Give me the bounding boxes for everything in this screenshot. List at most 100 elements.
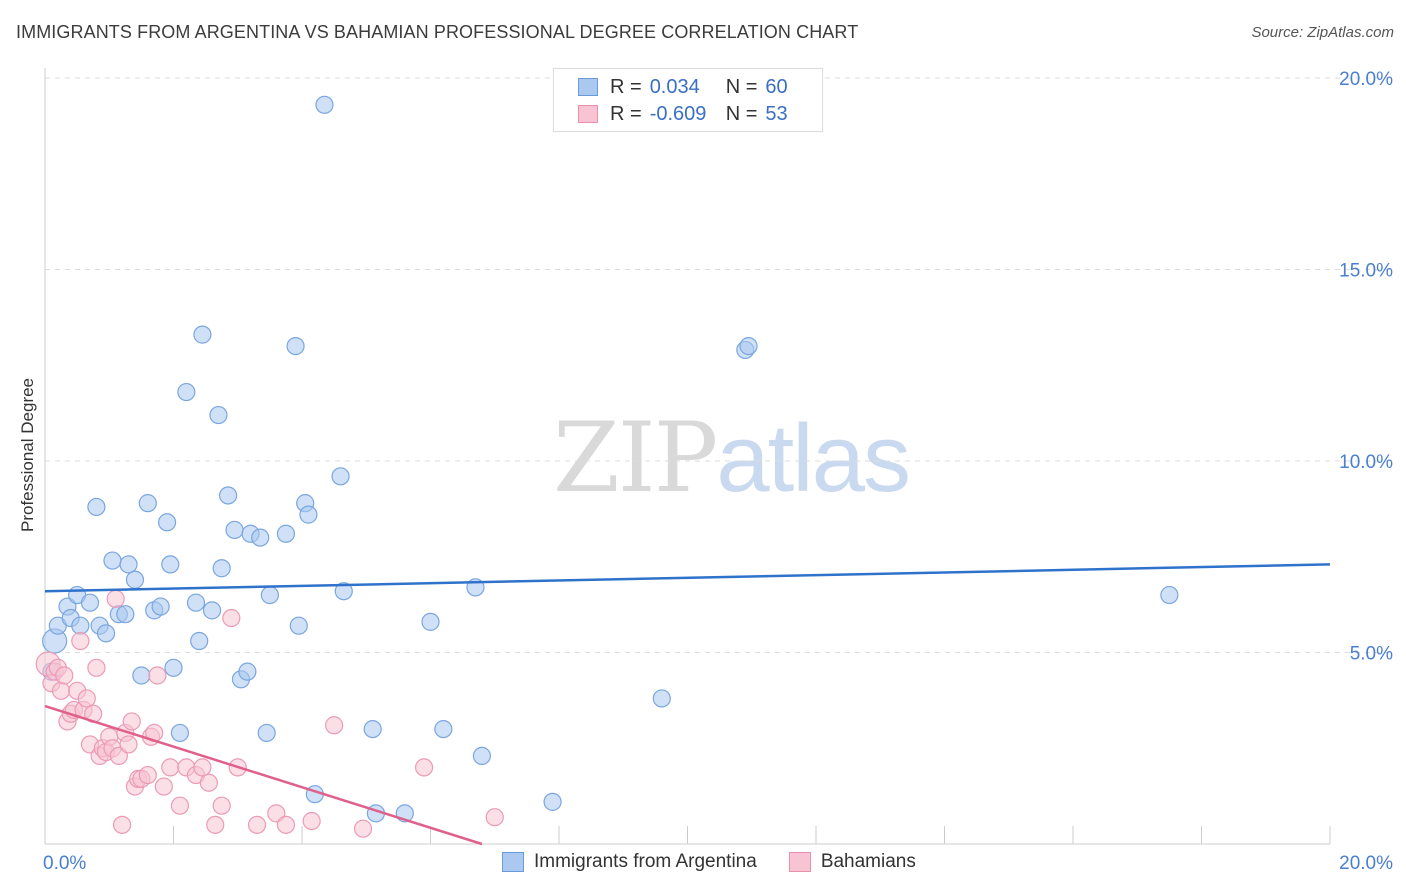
argentina-point[interactable] [238,662,257,681]
argentina-point[interactable] [80,593,100,612]
bahamians-point[interactable] [138,765,157,785]
argentina-point[interactable] [170,723,190,743]
argentina-point[interactable] [209,405,228,425]
bahamians-point[interactable] [170,796,190,815]
bahamians-point[interactable] [212,796,231,815]
argentina-point[interactable] [119,555,138,574]
bahamians-point[interactable] [119,735,138,754]
argentina-point[interactable] [434,719,453,739]
argentina-point[interactable] [71,616,90,635]
bahamians-point[interactable] [485,808,504,827]
legend-row-argentina: R = 0.034 N = 60 [578,74,788,100]
argentina-point[interactable] [157,513,177,532]
argentina-point[interactable] [543,792,562,811]
bahamians-point[interactable] [414,758,434,777]
watermark: ZIPatlas [553,402,911,514]
source-credit: Source: ZipAtlas.com [1251,24,1394,41]
data-points [35,95,1179,838]
y-tick-label: 5.0% [1350,644,1393,665]
bahamians-point[interactable] [106,589,125,608]
legend-r-value: 0.034 [649,75,700,98]
argentina-point[interactable] [1160,585,1179,605]
argentina-point[interactable] [331,467,350,486]
y-axis-label: Professional Degree [18,377,37,533]
y-tick-label: 15.0% [1339,261,1393,282]
argentina-point[interactable] [260,585,279,605]
legend-r-label: R = [610,75,642,98]
argentina-point[interactable] [116,605,135,624]
bahamians-point[interactable] [302,811,321,831]
argentina-point[interactable] [421,612,440,631]
legend-r-value: -0.609 [649,102,707,125]
bahamians-point[interactable] [77,689,96,708]
bahamians-point[interactable] [71,631,90,651]
argentina-point[interactable] [334,582,353,601]
bahamians-point[interactable] [55,666,74,685]
legend-row-bahamians: R = -0.609 N = 53 [578,101,788,127]
argentina-point[interactable] [289,616,308,635]
bahamians-point[interactable] [353,819,373,838]
argentina-point[interactable] [315,95,334,114]
argentina-point[interactable] [251,528,270,547]
argentina-point[interactable] [739,337,758,356]
trend-lines [44,563,1331,846]
series-legend-bahamians[interactable]: Bahamians [788,851,916,873]
bahamians-point[interactable] [199,773,218,792]
argentina-trend-line [44,563,1331,593]
argentina-point[interactable] [138,494,157,513]
watermark-zip: ZIP [553,402,718,514]
bahamians-point[interactable] [161,758,180,777]
argentina-point[interactable] [299,505,318,524]
argentina-point[interactable] [164,658,183,677]
argentina-point[interactable] [276,524,296,543]
bahamians-point[interactable] [87,658,106,677]
bahamians-point[interactable] [222,608,241,628]
argentina-point[interactable] [132,666,151,685]
bahamians-point[interactable] [154,777,173,796]
argentina-point[interactable] [87,497,106,517]
argentina-point[interactable] [202,601,222,620]
argentina-point[interactable] [186,593,206,612]
argentina-point[interactable] [472,746,491,766]
argentina-point[interactable] [177,382,196,402]
legend-n-value: 60 [765,75,788,98]
legend-swatch-argentina [578,78,598,96]
bahamians-point[interactable] [193,758,212,777]
axes [44,68,1331,845]
series-label-argentina: Immigrants from Argentina [534,851,757,872]
argentina-point[interactable] [161,555,180,574]
series-swatch-bahamians [788,852,811,872]
argentina-point[interactable] [212,559,231,578]
argentina-point[interactable] [96,624,116,643]
argentina-point[interactable] [219,486,238,505]
argentina-point[interactable] [652,689,671,708]
bahamians-point[interactable] [51,681,71,700]
bahamians-point[interactable] [148,666,167,685]
bahamians-point[interactable] [122,712,141,731]
argentina-point[interactable] [257,723,276,743]
bahamians-point[interactable] [276,815,296,834]
bahamians-point[interactable] [247,815,267,834]
chart-title: IMMIGRANTS FROM ARGENTINA VS BAHAMIAN PR… [16,22,859,42]
argentina-point[interactable] [151,597,170,616]
argentina-point[interactable] [363,719,382,739]
argentina-point[interactable] [103,551,122,570]
argentina-point[interactable] [225,520,244,540]
x-tick-label: 0.0% [43,853,86,874]
argentina-point[interactable] [190,631,209,651]
bahamians-trend-line [44,704,483,846]
bahamians-point[interactable] [206,815,225,834]
series-legend: Immigrants from Argentina Bahamians [502,851,948,873]
bahamians-point[interactable] [325,716,344,735]
series-label-bahamians: Bahamians [820,851,916,872]
y-tick-label: 20.0% [1339,69,1393,90]
argentina-point[interactable] [193,325,212,344]
legend-n-label: N = [725,102,758,125]
argentina-point[interactable] [286,337,305,356]
series-legend-argentina[interactable]: Immigrants from Argentina [502,851,757,873]
argentina-point[interactable] [125,570,145,589]
x-tick-label: 20.0% [1339,853,1393,874]
bahamians-point[interactable] [112,815,132,834]
legend-r-label: R = [610,102,642,125]
